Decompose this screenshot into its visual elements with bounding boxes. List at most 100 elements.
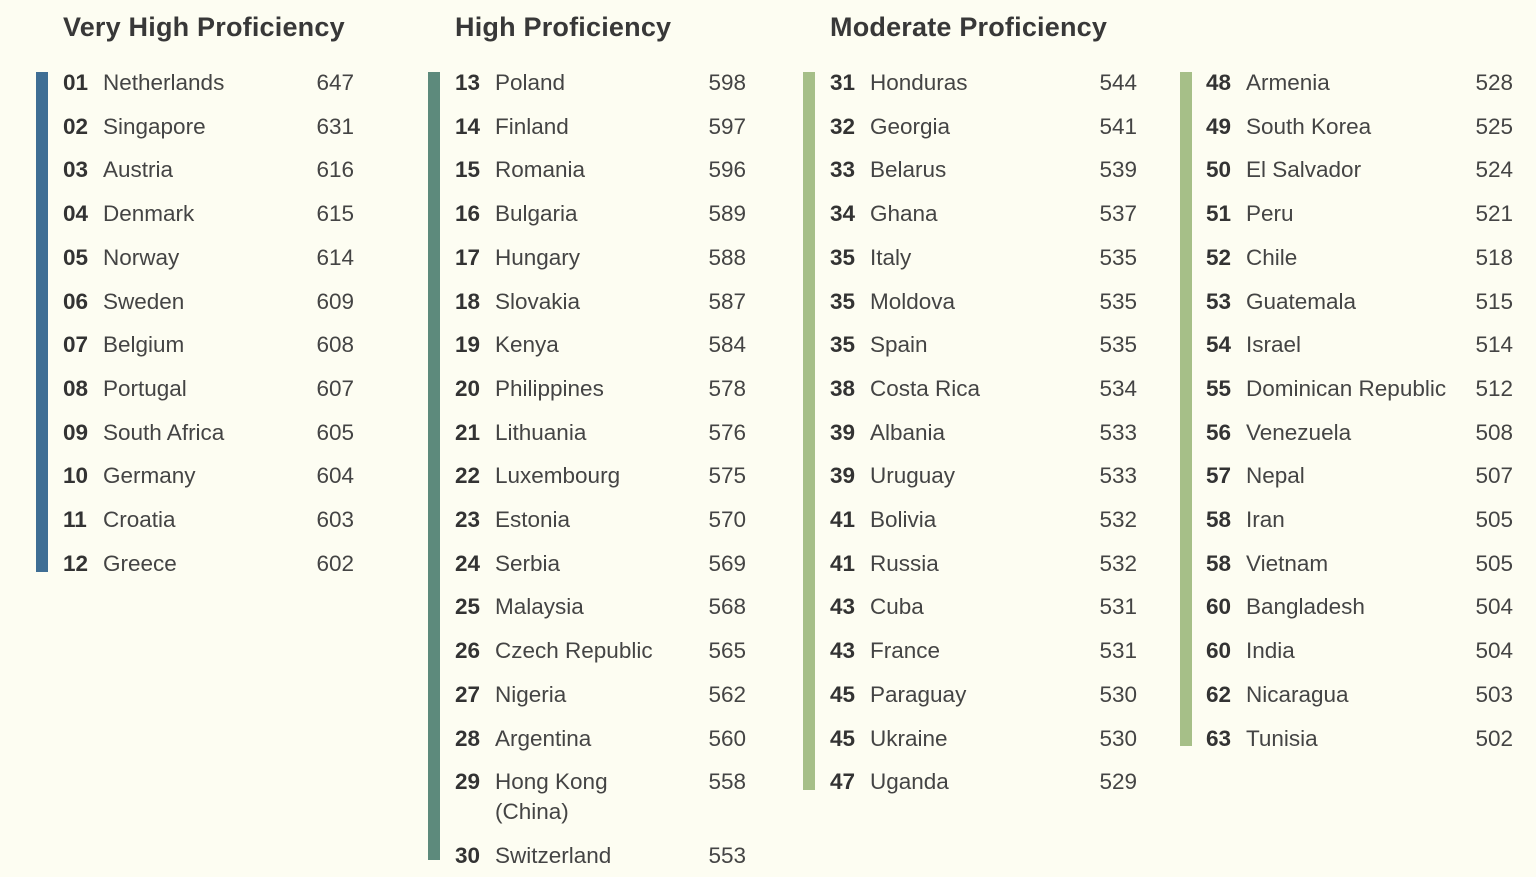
country-row: 15 Romania 596: [455, 148, 746, 192]
rank-number: 27: [455, 681, 481, 707]
country-name: Russia: [870, 550, 939, 576]
tier-color-bar: [803, 72, 815, 790]
ranking-list: 48 Armenia 528 49 South Korea 525 50 El Salvado…: [1206, 61, 1513, 760]
country-row: 21 Lithuania 576: [455, 411, 746, 455]
proficiency-score: 558: [708, 769, 746, 795]
proficiency-score: 533: [1099, 463, 1137, 489]
proficiency-score: 515: [1475, 288, 1513, 314]
country-row: 50 El Salvador 524: [1206, 148, 1513, 192]
country-name: South Africa: [103, 419, 225, 445]
rank-number: 35: [830, 288, 856, 314]
country-row: 47 Uganda 529: [830, 760, 1137, 804]
proficiency-score: 534: [1099, 375, 1137, 401]
country-row: 16 Bulgaria 589: [455, 192, 746, 236]
country-name: Croatia: [103, 507, 176, 533]
country-row: 29 Hong Kong (China) 558: [455, 760, 746, 833]
country-row: 35 Spain 535: [830, 323, 1137, 367]
proficiency-score: 504: [1475, 638, 1513, 664]
tier-color-bar: [428, 72, 440, 860]
proficiency-score: 505: [1475, 507, 1513, 533]
proficiency-score: 535: [1099, 332, 1137, 358]
proficiency-score: 569: [708, 550, 746, 576]
rank-number: 39: [830, 419, 856, 445]
rank-number: 17: [455, 244, 481, 270]
country-name: Serbia: [495, 550, 561, 576]
rank-number: 04: [63, 201, 89, 227]
rank-number: 43: [830, 594, 856, 620]
country-name: Greece: [103, 550, 177, 576]
country-name: Nicaragua: [1246, 681, 1349, 707]
proficiency-score: 530: [1099, 681, 1137, 707]
rank-number: 53: [1206, 288, 1232, 314]
country-name: Norway: [103, 244, 180, 270]
country-row: 35 Moldova 535: [830, 280, 1137, 324]
rank-number: 28: [455, 725, 481, 751]
country-name: Iran: [1246, 507, 1285, 533]
country-row: 58 Vietnam 505: [1206, 542, 1513, 586]
proficiency-score: 565: [708, 638, 746, 664]
proficiency-score: 531: [1099, 594, 1137, 620]
rank-number: 52: [1206, 244, 1232, 270]
rank-number: 14: [455, 113, 481, 139]
country-row: 22 Luxembourg 575: [455, 454, 746, 498]
country-name: France: [870, 638, 941, 664]
rank-number: 23: [455, 507, 481, 533]
rank-number: 21: [455, 419, 481, 445]
country-row: 63 Tunisia 502: [1206, 717, 1513, 761]
country-row: 32 Georgia 541: [830, 105, 1137, 149]
rank-number: 41: [830, 550, 856, 576]
country-row: 56 Venezuela 508: [1206, 411, 1513, 455]
country-row: 23 Estonia 570: [455, 498, 746, 542]
proficiency-score: 608: [316, 332, 354, 358]
country-row: 09 South Africa 605: [63, 411, 354, 455]
country-row: 08 Portugal 607: [63, 367, 354, 411]
proficiency-score: 512: [1475, 375, 1513, 401]
rank-number: 41: [830, 507, 856, 533]
rank-number: 62: [1206, 681, 1232, 707]
country-row: 45 Ukraine 530: [830, 717, 1137, 761]
proficiency-score: 525: [1475, 113, 1513, 139]
proficiency-score: 553: [708, 842, 746, 868]
country-name: Paraguay: [870, 681, 967, 707]
rank-number: 47: [830, 769, 856, 795]
country-name: Hungary: [495, 244, 581, 270]
rank-number: 11: [63, 507, 87, 533]
country-name: Germany: [103, 463, 196, 489]
proficiency-score: 568: [708, 594, 746, 620]
country-name: Honduras: [870, 70, 968, 95]
country-name: Estonia: [495, 507, 571, 533]
proficiency-score: 570: [708, 507, 746, 533]
rank-number: 09: [63, 419, 89, 445]
rank-number: 22: [455, 463, 481, 489]
country-row: 30 Switzerland 553: [455, 834, 746, 877]
proficiency-score: 544: [1099, 70, 1137, 95]
rank-number: 30: [455, 842, 481, 868]
country-name: Hong Kong (China): [495, 769, 608, 824]
country-name: Moldova: [870, 288, 956, 314]
ranking-list: 31 Honduras 544 32 Georgia 541 33 Belarus 539 34 G…: [830, 61, 1137, 804]
country-name: Albania: [870, 419, 946, 445]
rank-number: 29: [455, 769, 481, 795]
rank-number: 50: [1206, 157, 1232, 183]
country-row: 10 Germany 604: [63, 454, 354, 498]
country-name: Venezuela: [1246, 419, 1352, 445]
proficiency-score: 587: [708, 288, 746, 314]
rank-number: 07: [63, 332, 89, 358]
country-row: 49 South Korea 525: [1206, 105, 1513, 149]
column-heading: Moderate Proficiency: [830, 12, 1108, 42]
country-name: Peru: [1246, 201, 1294, 227]
rank-number: 48: [1206, 70, 1232, 95]
proficiency-score: 528: [1475, 70, 1513, 95]
country-row: 48 Armenia 528: [1206, 61, 1513, 105]
country-name: Tunisia: [1246, 725, 1318, 751]
country-row: 52 Chile 518: [1206, 236, 1513, 280]
rank-number: 20: [455, 375, 481, 401]
proficiency-score: 524: [1475, 157, 1513, 183]
proficiency-score: 589: [708, 201, 746, 227]
rank-number: 60: [1206, 638, 1232, 664]
country-name: India: [1246, 638, 1295, 664]
country-name: Georgia: [870, 113, 951, 139]
country-row: 11 Croatia 603: [63, 498, 354, 542]
country-row: 12 Greece 602: [63, 542, 354, 586]
rank-number: 25: [455, 594, 481, 620]
